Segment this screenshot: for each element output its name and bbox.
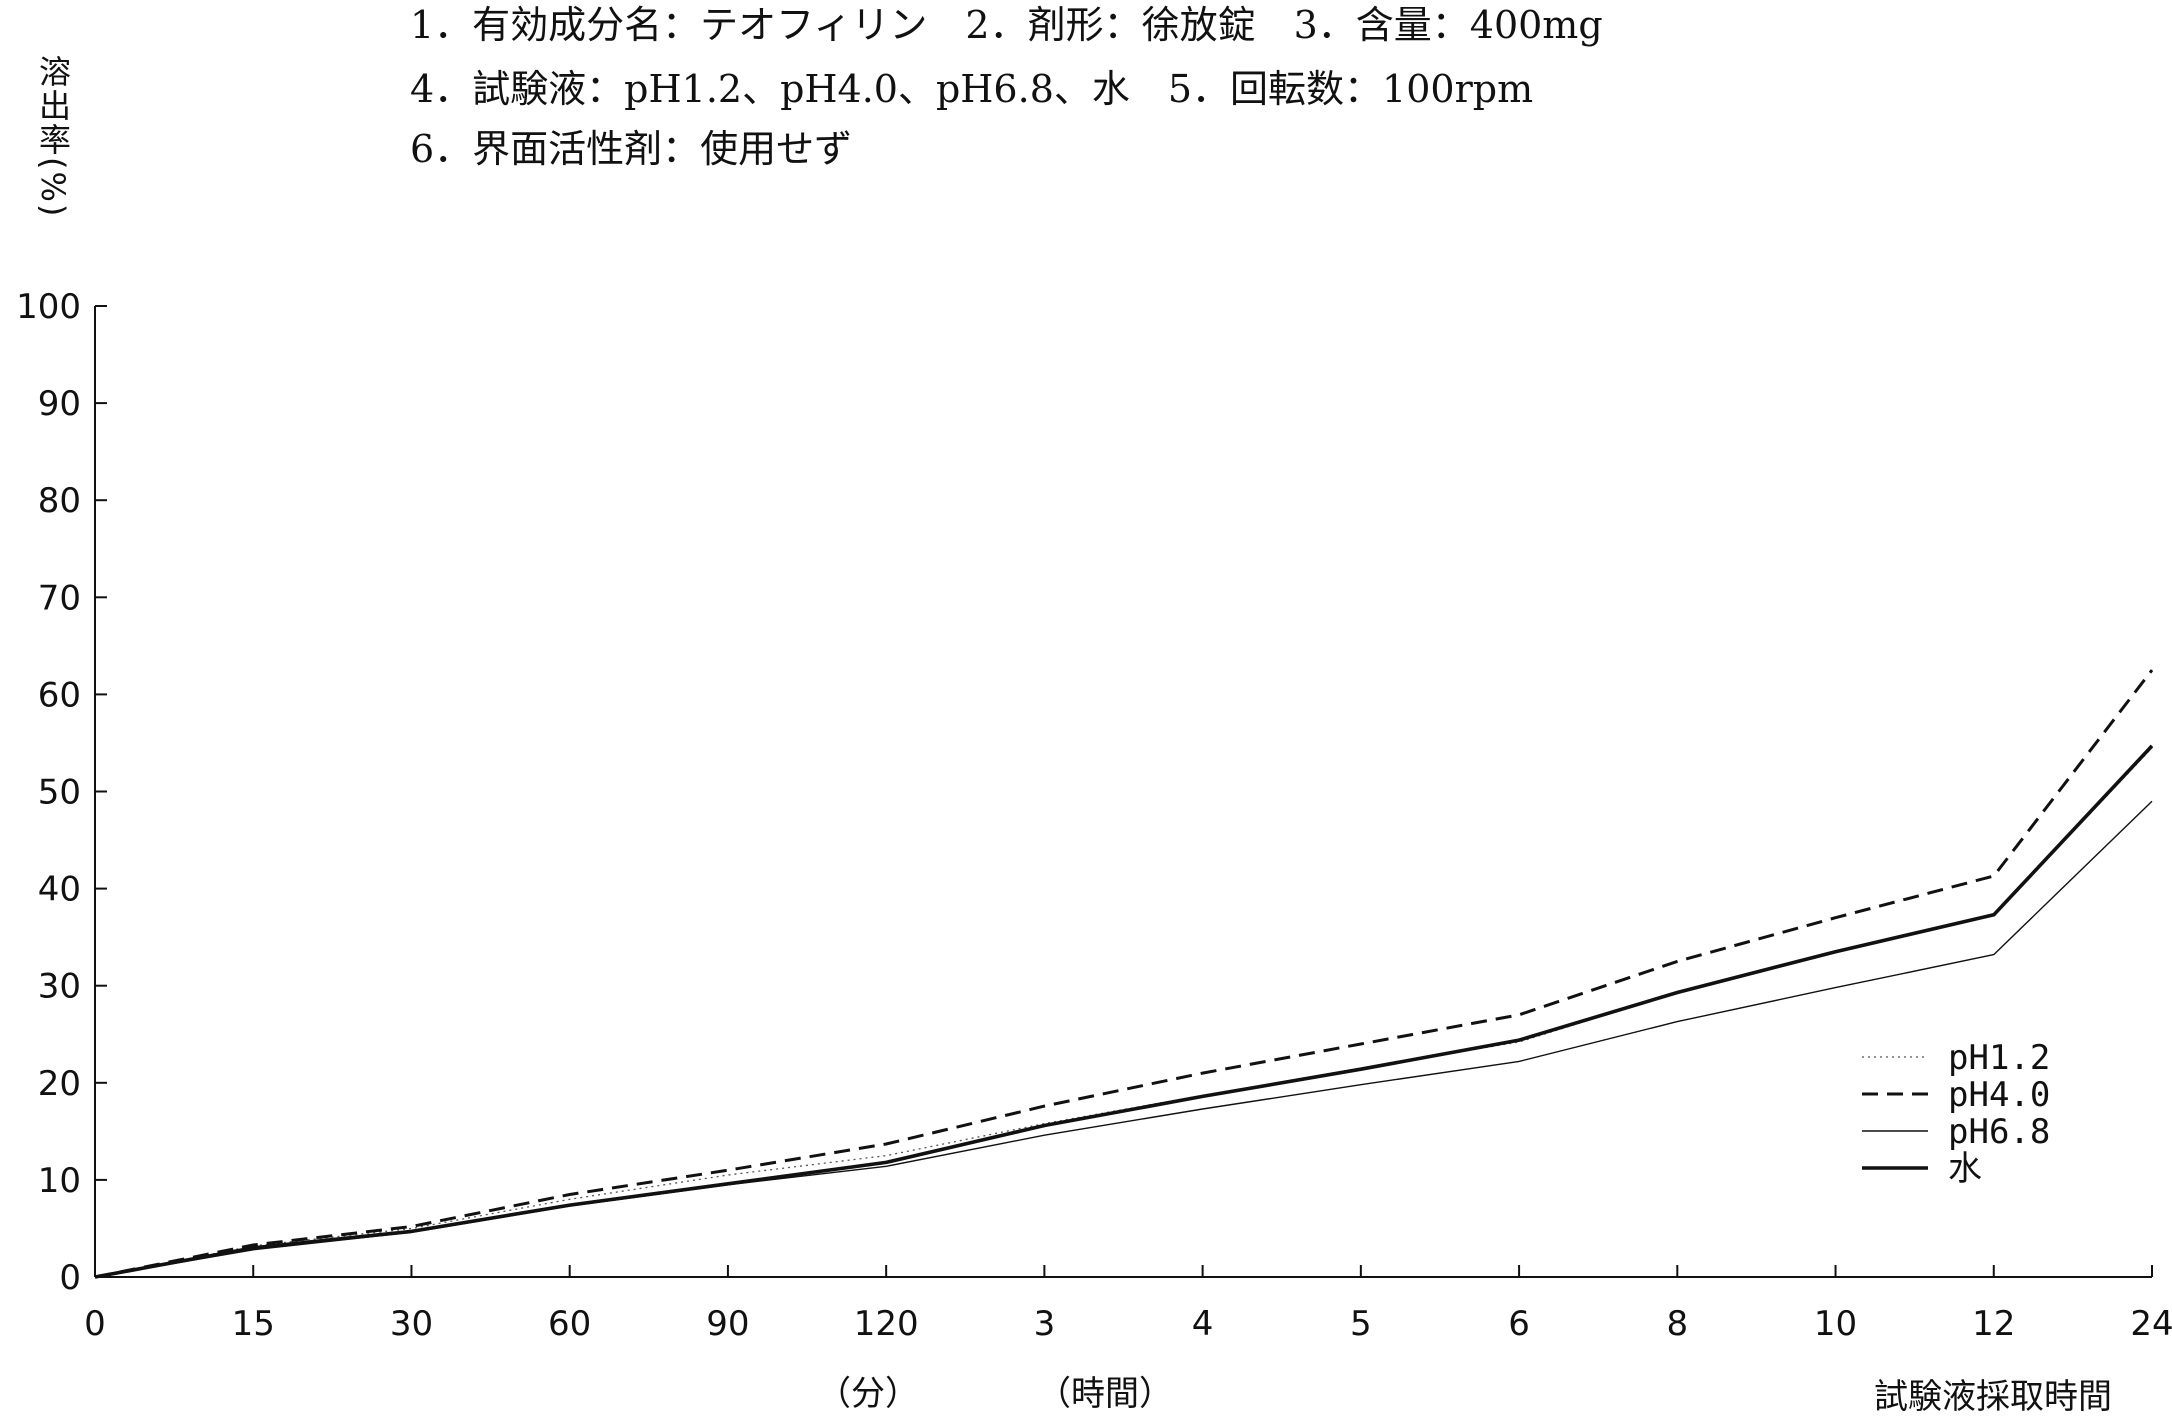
series-line-pH4.0 <box>94 669 2154 1279</box>
x-tick-label: 4 <box>1192 1304 1214 1344</box>
x-tick-label: 6 <box>1508 1304 1530 1344</box>
series-lines <box>94 669 2154 1279</box>
y-tick-label: 20 <box>38 1064 81 1104</box>
x-axis-label: 試験液採取時間 <box>1874 1377 2112 1417</box>
x-tick-label: 15 <box>232 1304 275 1344</box>
x-tick-label: 10 <box>1814 1304 1857 1344</box>
legend-label-pH6.8: pH6.8 <box>1948 1112 2050 1152</box>
legend-label-pH4.0: pH4.0 <box>1948 1075 2050 1115</box>
chart-header-line-1: 1．有効成分名：テオフィリン 2．剤形：徐放錠 3．含量：400mg <box>410 3 1603 47</box>
axes: 0 10 20 30 40 50 60 70 80 90 100 0 15 30 60 90 120 3 4 5 6 8 1… <box>16 287 2172 1344</box>
y-tick-label: 0 <box>59 1258 81 1298</box>
y-tick-label: 60 <box>38 675 81 715</box>
series-line-pH6.8 <box>94 800 2153 1278</box>
x-tick-label: 5 <box>1350 1304 1372 1344</box>
y-tick-label: 30 <box>38 967 81 1007</box>
chart-header-line-3: 6．界面活性剤：使用せず <box>410 127 853 171</box>
series-line-水 <box>94 744 2154 1279</box>
x-tick-label: 3 <box>1034 1304 1056 1344</box>
x-unit-minutes-label: （分） <box>817 1374 919 1414</box>
x-tick-label: 60 <box>548 1304 591 1344</box>
y-tick-label: 100 <box>16 287 81 327</box>
legend-label-pH1.2: pH1.2 <box>1948 1038 2050 1078</box>
chart-header-line-2: 4．試験液：pH1.2、pH4.0、pH6.8、水 5．回転数：100rpm <box>410 67 1534 111</box>
x-axis-units: （分） （時間） 試験液採取時間 <box>817 1374 2112 1417</box>
y-tick-label: 50 <box>38 773 81 813</box>
series-line-pH1.2 <box>94 747 2153 1278</box>
x-tick-label: 120 <box>854 1304 919 1344</box>
x-unit-hours-label: （時間） <box>1037 1374 1173 1414</box>
y-tick-label: 70 <box>38 578 81 618</box>
y-tick-label: 80 <box>38 481 81 521</box>
x-tick-label: 24 <box>2130 1304 2172 1344</box>
y-tick-label: 90 <box>38 384 81 424</box>
x-tick-label: 12 <box>1972 1304 2015 1344</box>
x-tick-label: 0 <box>84 1304 106 1344</box>
y-axis-label: 溶出率(%) <box>34 55 72 219</box>
y-tick-label: 10 <box>38 1161 81 1201</box>
x-tick-label: 90 <box>706 1304 749 1344</box>
x-tick-label: 8 <box>1666 1304 1688 1344</box>
legend-label-水: 水 <box>1948 1149 1982 1189</box>
y-tick-label: 40 <box>38 870 81 910</box>
x-tick-label: 30 <box>390 1304 433 1344</box>
